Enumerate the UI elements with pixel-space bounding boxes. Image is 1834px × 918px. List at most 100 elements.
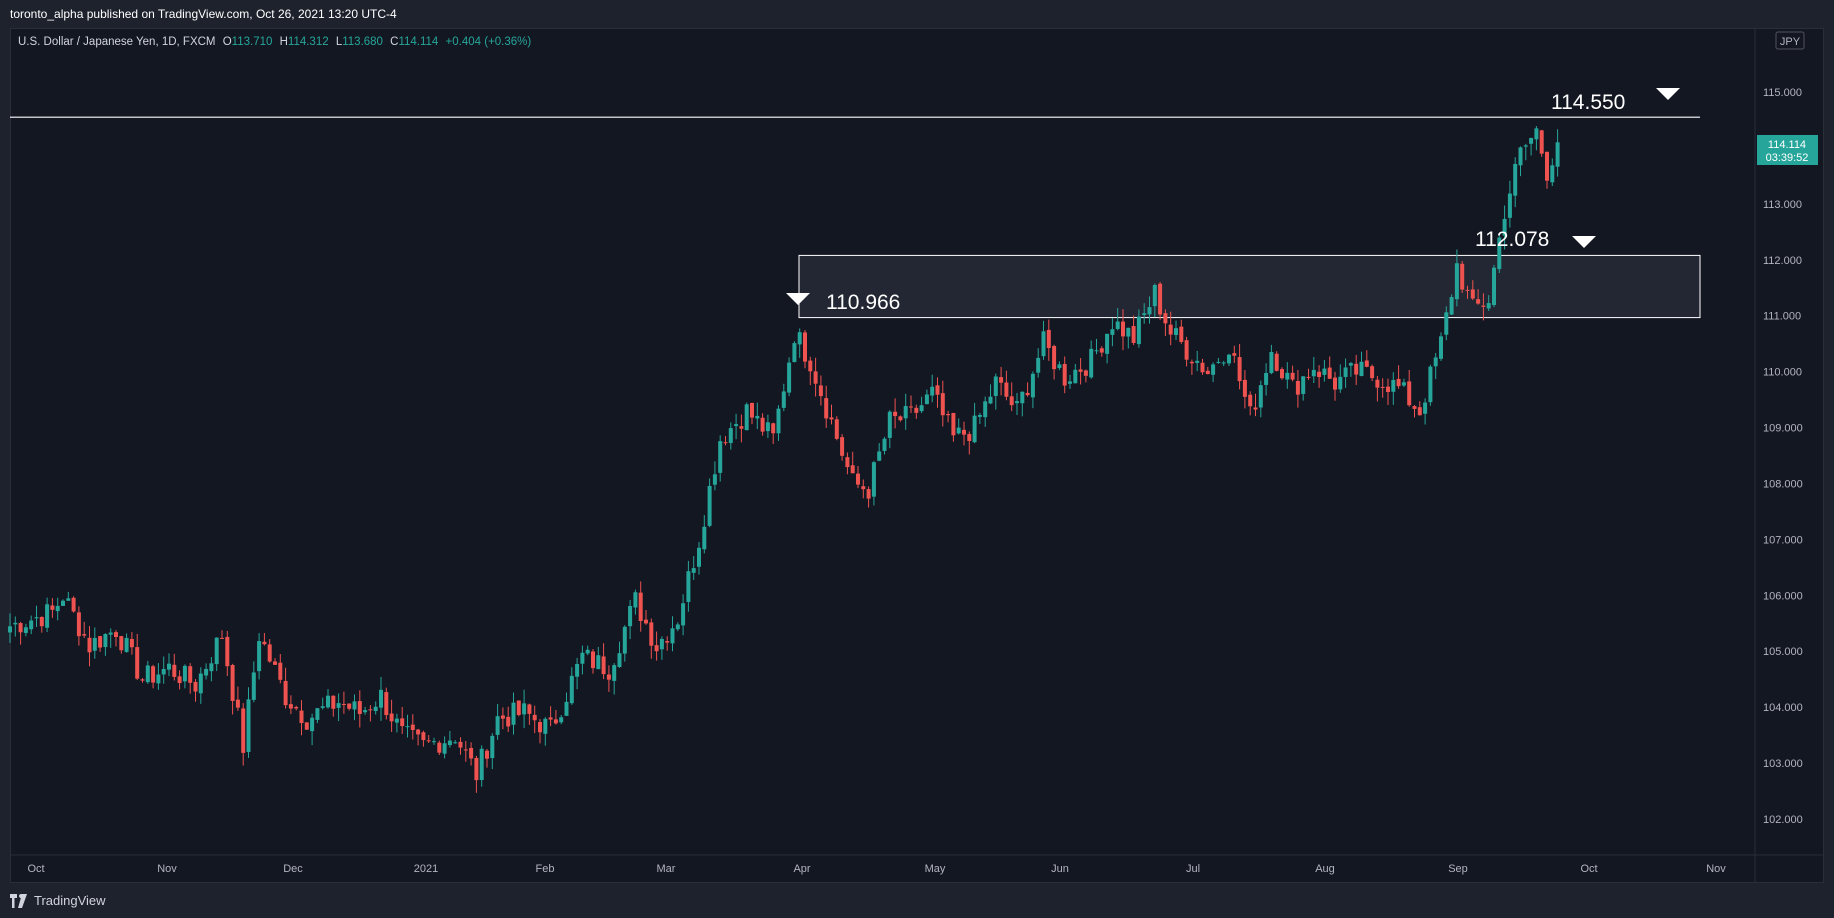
- y-tick-label: 110.000: [1763, 367, 1802, 379]
- label-110966: 110.966: [826, 291, 900, 314]
- candle: [145, 660, 150, 684]
- candle: [1454, 249, 1459, 307]
- candle: [1423, 398, 1428, 425]
- x-tick-label: Feb: [536, 863, 555, 875]
- candle: [1248, 391, 1253, 416]
- candle: [681, 594, 686, 636]
- candle: [707, 478, 712, 528]
- candle: [299, 700, 304, 736]
- candle: [1036, 348, 1041, 378]
- candle: [575, 657, 580, 690]
- candle: [1131, 315, 1136, 345]
- candle: [1401, 378, 1406, 388]
- candle: [1030, 371, 1035, 409]
- candle: [569, 667, 574, 705]
- candle: [1481, 293, 1486, 321]
- marker-110-icon: [786, 293, 810, 305]
- candle: [447, 730, 452, 748]
- candle: [432, 737, 436, 745]
- candle: [98, 635, 103, 652]
- candle: [1545, 151, 1549, 189]
- candle: [1370, 364, 1375, 382]
- candle: [1189, 359, 1194, 375]
- candle: [977, 412, 982, 425]
- candle: [13, 616, 18, 637]
- candle: [728, 422, 733, 450]
- candle: [919, 396, 924, 414]
- candle: [697, 541, 701, 575]
- candle: [288, 695, 293, 715]
- candle: [702, 515, 707, 554]
- candle: [909, 395, 913, 414]
- candle: [1009, 382, 1014, 412]
- candle: [61, 599, 65, 606]
- candle: [1539, 129, 1544, 157]
- candle: [999, 367, 1004, 396]
- candle: [230, 663, 235, 715]
- candle: [1529, 137, 1534, 156]
- currency-badge[interactable]: JPY: [1775, 31, 1805, 50]
- candle: [50, 598, 55, 618]
- candle: [341, 691, 346, 714]
- candle: [670, 616, 675, 652]
- candle: [1306, 368, 1311, 380]
- candle: [1412, 405, 1417, 418]
- candle: [675, 622, 680, 632]
- candle: [1375, 375, 1380, 402]
- candle: [225, 630, 230, 676]
- candle: [1126, 327, 1131, 349]
- candle: [506, 706, 511, 732]
- candle: [887, 410, 892, 449]
- candle: [1507, 180, 1512, 228]
- candle: [172, 653, 177, 681]
- candle: [1439, 332, 1443, 361]
- candle: [967, 431, 972, 455]
- candle: [161, 656, 166, 684]
- candle: [1052, 344, 1057, 380]
- candle: [935, 377, 940, 408]
- candle: [326, 689, 330, 709]
- candle: [304, 722, 309, 730]
- candle: [972, 402, 977, 444]
- x-tick-label: Jun: [1051, 863, 1069, 875]
- candle: [1174, 320, 1178, 341]
- candle: [824, 385, 829, 428]
- x-tick-label: Mar: [657, 863, 676, 875]
- last-price-value: 114.114: [1768, 139, 1806, 151]
- candle: [352, 694, 357, 721]
- candle: [845, 452, 850, 475]
- candle: [76, 606, 81, 646]
- marker-112-icon: [1572, 236, 1596, 248]
- candle: [119, 635, 124, 654]
- candle: [1242, 370, 1247, 409]
- y-tick-label: 112.000: [1763, 255, 1802, 267]
- candle: [1168, 311, 1173, 346]
- consolidation-zone[interactable]: [798, 254, 1701, 319]
- candle: [792, 341, 797, 363]
- candle: [1253, 393, 1258, 417]
- candle: [421, 730, 426, 747]
- candle: [1269, 344, 1274, 375]
- y-tick-label: 104.000: [1763, 702, 1803, 714]
- candle: [1407, 369, 1412, 407]
- candle: [1497, 234, 1502, 273]
- candle: [463, 741, 468, 762]
- candle: [1258, 380, 1263, 418]
- time-axis: Oct Nov Dec 2021 Feb Mar Apr May Jun Jul Aug Sep Oct…: [27, 863, 1726, 875]
- tradingview-logo[interactable]: TradingView: [10, 893, 106, 908]
- candle: [167, 653, 171, 677]
- candle: [416, 728, 421, 746]
- last-price-label: 114.114 03:39:52: [1757, 135, 1818, 165]
- candle: [516, 700, 521, 717]
- candle: [363, 706, 368, 715]
- candle: [898, 415, 903, 422]
- candle: [1322, 359, 1327, 382]
- candle: [92, 627, 97, 659]
- candle: [1513, 157, 1518, 208]
- candle: [1057, 361, 1062, 371]
- candle: [379, 676, 383, 721]
- candle: [760, 413, 765, 436]
- candle: [1364, 350, 1369, 368]
- candle: [871, 460, 876, 506]
- candle: [893, 398, 898, 429]
